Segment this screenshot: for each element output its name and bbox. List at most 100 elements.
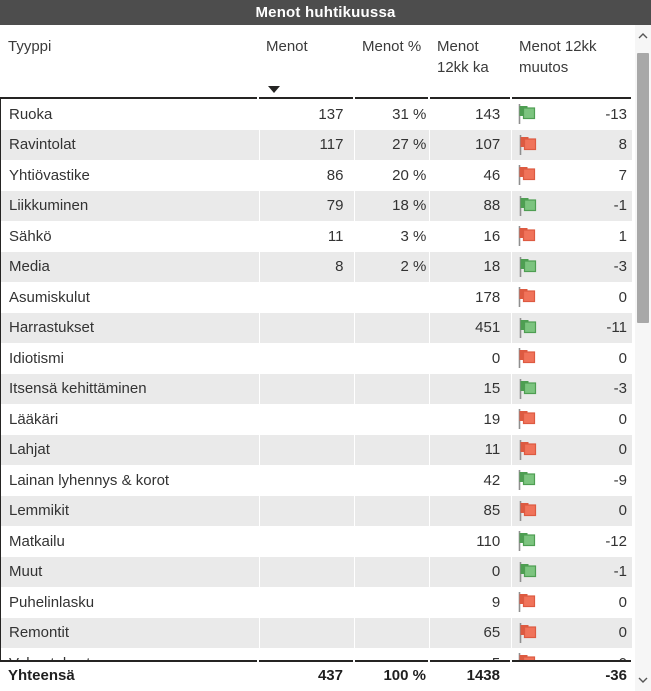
table-row[interactable]: Lääkäri 19 0 (1, 404, 632, 435)
cell-menot-12kk-ka: 65 (429, 617, 511, 648)
table-row[interactable]: Yhtiövastike 86 20 % 46 7 (1, 160, 632, 191)
visual-title: Menot huhtikuussa (0, 0, 651, 25)
cell-menot (258, 373, 355, 404)
cell-menot-12kk-muutos: 1 (511, 221, 632, 252)
column-header-menot-12kk-ka[interactable]: Menot 12kk ka (429, 25, 511, 99)
cell-menot-pct (354, 495, 429, 526)
cell-menot-12kk-muutos: 0 (511, 404, 632, 435)
table-row[interactable]: Matkailu 110 -12 (1, 526, 632, 557)
cell-menot-pct: 31 % (392, 105, 427, 123)
cell-tyyppi: Idiotismi (9, 349, 65, 367)
column-header-tyyppi[interactable]: Tyyppi (0, 25, 258, 99)
table-row[interactable]: Lemmikit 85 0 (1, 495, 632, 526)
cell-menot-12kk-ka: 88 (429, 190, 511, 221)
table-row[interactable]: Itsensä kehittäminen 15 -3 (1, 373, 632, 404)
total-label: Yhteensä (8, 667, 75, 684)
column-header-menot-pct[interactable]: Menot % (354, 25, 429, 99)
cell-menot-12kk-muutos: 0 (511, 587, 632, 618)
column-header-menot-12kk-muutos[interactable]: Menot 12kk muutos (511, 25, 632, 99)
table-row[interactable]: Idiotismi 0 0 (1, 343, 632, 374)
column-header-label: Menot (266, 38, 308, 55)
table-row[interactable]: Lahjat 11 0 (1, 434, 632, 465)
cell-tyyppi: Puhelinlasku (9, 593, 95, 611)
table-row[interactable]: Harrastukset 451 -11 (1, 312, 632, 343)
cell-menot-12kk-ka: 5 (429, 648, 511, 660)
scroll-down-button[interactable] (635, 669, 651, 691)
sort-desc-icon (268, 86, 280, 93)
kpi-flag-red-icon (518, 165, 536, 186)
kpi-flag-green-icon (519, 256, 537, 277)
cell-menot (258, 556, 355, 587)
cell-menot-pct (354, 648, 429, 660)
total-menot: 437 (317, 667, 343, 684)
table-row[interactable]: Asumiskulut 178 0 (1, 282, 632, 313)
cell-menot-pct: 3 % (400, 227, 427, 245)
table-row[interactable]: Muut 0 -1 (1, 556, 632, 587)
table-grid: Tyyppi Menot Menot % Menot 12kk ka Menot… (0, 25, 632, 691)
table-header: Tyyppi Menot Menot % Menot 12kk ka Menot… (0, 25, 632, 99)
cell-menot-12kk-ka: 42 (483, 471, 501, 489)
scrollbar-thumb[interactable] (637, 53, 649, 323)
cell-menot (259, 587, 355, 618)
cell-menot-12kk-ka: 0 (491, 349, 501, 367)
cell-menot-12kk-ka: 451 (429, 312, 511, 343)
cell-menot-pct: 2 % (354, 251, 429, 282)
cell-menot-pct (354, 465, 429, 496)
table-row[interactable]: Media 8 2 % 18 -3 (1, 251, 632, 282)
cell-menot-12kk-ka: 9 (491, 593, 501, 611)
column-header-menot[interactable]: Menot (258, 25, 354, 99)
kpi-flag-red-icon (518, 348, 536, 369)
kpi-flag-red-icon (518, 653, 536, 660)
cell-menot (258, 434, 355, 465)
cell-tyyppi: Matkailu (9, 532, 65, 550)
kpi-flag-green-icon (518, 104, 536, 125)
cell-menot-pct (354, 526, 429, 557)
kpi-flag-red-icon (518, 226, 536, 247)
cell-menot (259, 526, 355, 557)
kpi-flag-red-icon (518, 287, 536, 308)
vertical-scrollbar[interactable] (635, 25, 651, 691)
scroll-up-button[interactable] (635, 25, 651, 47)
cell-menot-12kk-muutos: -3 (511, 251, 632, 282)
table-row[interactable]: Ruoka 137 31 % 143 -13 (1, 99, 632, 130)
cell-menot-12kk-muutos: 0 (511, 282, 632, 313)
cell-tyyppi: Sähkö (9, 227, 52, 245)
cell-menot-12kk-muutos: 0 (511, 648, 632, 660)
kpi-flag-green-icon (519, 378, 537, 399)
cell-menot-12kk-muutos: 0 (511, 343, 632, 374)
table-row[interactable]: Ravintolat 117 27 % 107 8 (1, 129, 632, 160)
cell-menot-pct (354, 282, 429, 313)
scrollbar-track[interactable] (635, 47, 651, 669)
total-menot-cell: 437 (258, 660, 354, 691)
cell-tyyppi: Lahjat (9, 441, 50, 459)
cell-menot: 11 (327, 227, 344, 245)
cell-menot-12kk-muutos: -1 (511, 190, 632, 221)
table-row[interactable]: Vakuutukset 5 0 (1, 648, 632, 660)
cell-menot (258, 495, 355, 526)
cell-menot (259, 404, 355, 435)
cell-tyyppi: Ruoka (9, 105, 53, 123)
cell-menot-12kk-ka: 11 (429, 434, 511, 465)
total-menot-12kk-muutos-cell: -36 (511, 660, 632, 691)
cell-menot-12kk-muutos: -11 (511, 312, 632, 343)
cell-menot-12kk-muutos: -3 (511, 373, 632, 404)
column-header-label: Menot 12kk ka (437, 38, 489, 76)
cell-menot (259, 648, 355, 660)
cell-tyyppi: Media (9, 258, 50, 276)
cell-menot-pct (354, 373, 429, 404)
cell-menot-12kk-muutos: 7 (511, 160, 632, 191)
table-row[interactable]: Remontit 65 0 (1, 617, 632, 648)
cell-menot-pct (354, 617, 429, 648)
cell-menot-12kk-ka: 16 (483, 227, 501, 245)
cell-tyyppi: Itsensä kehittäminen (9, 380, 147, 398)
cell-menot (258, 312, 355, 343)
cell-tyyppi: Asumiskulut (9, 288, 90, 306)
table-row[interactable]: Lainan lyhennys & korot 42 -9 (1, 465, 632, 496)
table-row[interactable]: Sähkö 11 3 % 16 1 (1, 221, 632, 252)
cell-menot-pct: 20 % (392, 166, 427, 184)
table-row[interactable]: Puhelinlasku 9 0 (1, 587, 632, 618)
total-menot-pct-cell: 100 % (354, 660, 429, 691)
table-row[interactable]: Liikkuminen 79 18 % 88 -1 (1, 190, 632, 221)
cell-tyyppi: Lainan lyhennys & korot (9, 471, 170, 489)
